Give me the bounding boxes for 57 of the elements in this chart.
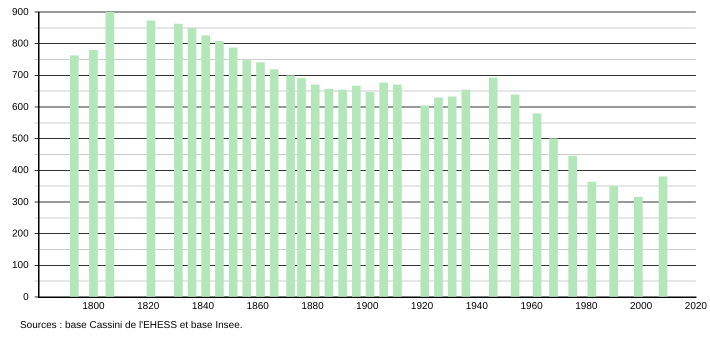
x-tick-label: 1840 [192,300,215,312]
x-tick-label: 1820 [137,300,160,312]
x-tick-label: 1940 [466,300,488,312]
bar [242,60,252,297]
bar [338,90,347,297]
y-tick-label: 600 [12,102,30,113]
bar [201,35,210,297]
bar [434,97,443,297]
x-tick-label: 1860 [246,300,270,312]
bar [70,55,79,297]
bar [286,75,295,297]
bar [188,28,196,297]
bar [352,86,361,297]
bar [420,105,430,297]
bar [146,20,156,297]
bar [297,78,306,297]
y-tick-label: 400 [12,165,30,176]
x-tick-label: 1900 [356,300,379,312]
bar [488,78,498,297]
bar [215,41,224,297]
bar [609,186,618,297]
x-tick-label: 1880 [301,300,324,312]
bar [448,96,456,297]
y-tick-label: 300 [12,196,30,208]
bar [256,62,265,297]
bar [587,182,596,297]
bar [658,176,668,297]
bar [174,24,183,297]
bar [634,196,643,297]
bar [510,94,520,297]
y-tick-label: 200 [12,228,30,240]
bar [393,84,402,297]
bar [106,12,114,297]
bar [379,82,388,297]
source-note: Sources : base Cassini de l'EHESS et base Insee. [20,320,243,331]
x-tick-label: 2020 [684,300,708,312]
y-tick-label: 0 [23,292,30,303]
x-tick-label: 1920 [410,300,434,312]
x-tick-label: 1980 [575,300,598,312]
y-tick-label: 100 [12,260,30,272]
bar [310,84,320,297]
bar [568,156,577,297]
bar [366,92,374,297]
y-tick-label: 700 [12,70,30,82]
bar [532,113,542,297]
bar [324,88,334,297]
bar [270,69,279,297]
bar [549,138,558,297]
x-tick-label: 1960 [520,300,544,312]
x-tick-label: 2000 [630,300,653,312]
y-tick-label: 500 [12,133,30,144]
bar [228,47,238,297]
x-tick-label: 1800 [82,300,106,312]
bar [462,90,470,297]
y-tick-label: 900 [12,6,30,18]
y-tick-label: 800 [12,38,30,50]
bar [89,50,98,297]
